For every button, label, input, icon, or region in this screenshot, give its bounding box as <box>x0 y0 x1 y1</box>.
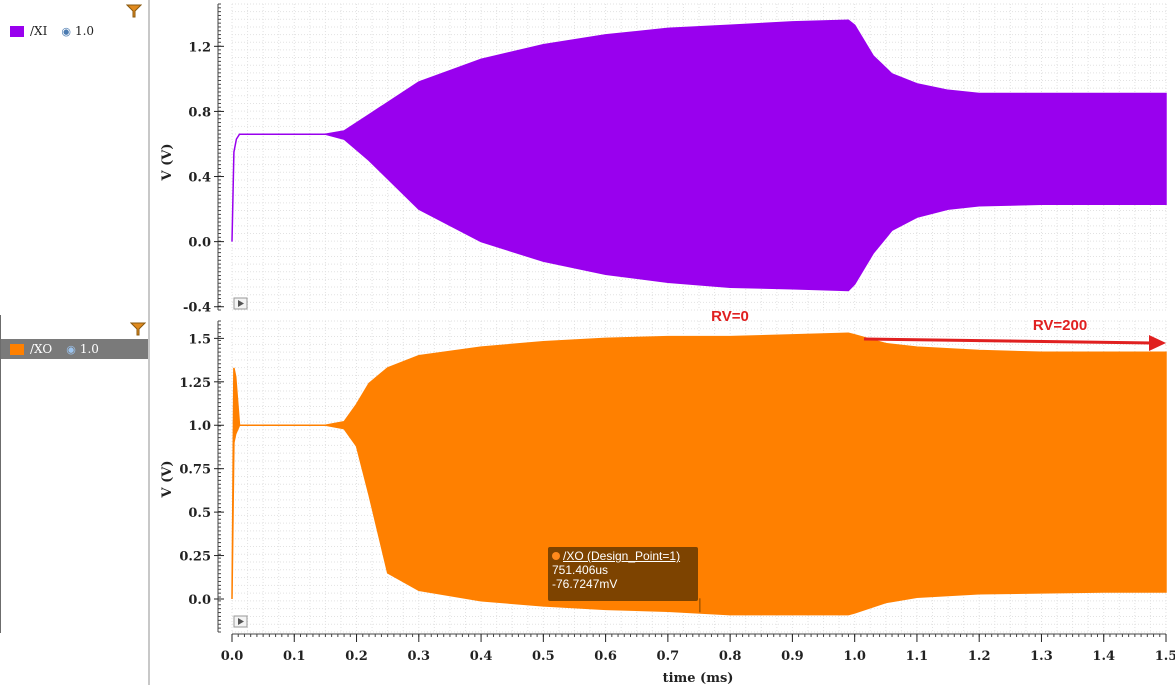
y-tick-label: 0.4 <box>188 171 211 186</box>
x-tick-label: 0.5 <box>532 649 555 664</box>
eye-icon[interactable]: ◉ <box>61 24 71 38</box>
y-tick-label: 0.0 <box>188 593 211 608</box>
eye-icon[interactable]: ◉ <box>66 342 76 356</box>
x-tick-label: 0.3 <box>407 649 430 664</box>
cursor-tooltip[interactable]: /XO (Design_Point=1) 751.406us -76.7247m… <box>548 547 698 601</box>
x-tick-label: 0.2 <box>345 649 368 664</box>
x-axis-label: time (ms) <box>663 671 734 685</box>
tooltip-title: /XO (Design_Point=1) <box>563 549 681 563</box>
trace-row-xo[interactable]: /XO ◉ 1.0 <box>0 339 148 359</box>
y-tick-label: 0.25 <box>179 550 211 565</box>
y-tick-label: 0.75 <box>179 463 211 478</box>
trace-color-swatch[interactable] <box>10 25 24 37</box>
x-tick-label: 1.2 <box>968 649 991 664</box>
y-tick-label: 1.2 <box>188 40 211 55</box>
panel-splitter[interactable] <box>148 0 150 685</box>
filter-icon[interactable] <box>130 322 146 336</box>
tooltip-y-value: -76.7247mV <box>552 577 618 591</box>
trace-visibility-value: 1.0 <box>79 342 99 356</box>
annotation-arrow <box>863 335 1166 351</box>
annotation-rv0: RV=0 <box>711 308 749 325</box>
waveform-envelope-xi[interactable] <box>231 19 1167 292</box>
x-tick-label: 1.1 <box>906 649 929 664</box>
y-tick-label: 1.25 <box>179 376 211 391</box>
x-tick-label: 0.8 <box>719 649 742 664</box>
panel-divider <box>0 315 1 633</box>
x-tick-label: 0.4 <box>470 649 493 664</box>
x-tick-label: 1.4 <box>1092 649 1115 664</box>
waveform-envelope-xo[interactable] <box>231 332 1167 616</box>
trace-dot-icon <box>552 552 560 560</box>
x-tick-label: 0.7 <box>657 649 680 664</box>
expand-button[interactable] <box>233 297 248 310</box>
x-tick-label: 0.0 <box>221 649 244 664</box>
trace-color-swatch[interactable] <box>10 343 24 355</box>
y-tick-label: 0.0 <box>188 236 211 251</box>
trace-list-panel: /XI ◉ 1.0 /XO ◉ 1.0 <box>0 0 148 685</box>
trace-row-xi[interactable]: /XI ◉ 1.0 <box>0 21 148 41</box>
x-tick-label: 1.0 <box>843 649 866 664</box>
trace-label: /XO <box>30 342 53 356</box>
x-tick-label: 1.5 <box>1155 649 1175 664</box>
x-tick-label: 0.6 <box>594 649 617 664</box>
y-tick-label: 1.0 <box>188 419 211 434</box>
x-tick-label: 1.3 <box>1030 649 1053 664</box>
trace-label: /XI <box>30 24 48 38</box>
axes: -0.4 0.0 0.4 0.8 1.2 0.0 0.25 0.5 0.75 1.0 1.25 1.5… <box>179 3 1175 664</box>
y-axis-label-top: V (V) <box>160 143 175 181</box>
traces <box>231 19 1167 616</box>
y-axis-label-bottom: V (V) <box>160 460 175 498</box>
trace-visibility-value: 1.0 <box>74 24 95 38</box>
y-tick-label: -0.4 <box>183 301 211 316</box>
filter-icon[interactable] <box>126 4 142 18</box>
tooltip-x-value: 751.406us <box>552 563 609 577</box>
annotation-rv200: RV=200 <box>1033 317 1087 334</box>
expand-button[interactable] <box>233 615 248 628</box>
x-tick-label: 0.9 <box>781 649 804 664</box>
x-tick-label: 0.1 <box>283 649 306 664</box>
y-tick-label: 0.8 <box>188 105 211 120</box>
y-tick-label: 0.5 <box>188 506 211 521</box>
y-tick-label: 1.5 <box>188 332 211 347</box>
